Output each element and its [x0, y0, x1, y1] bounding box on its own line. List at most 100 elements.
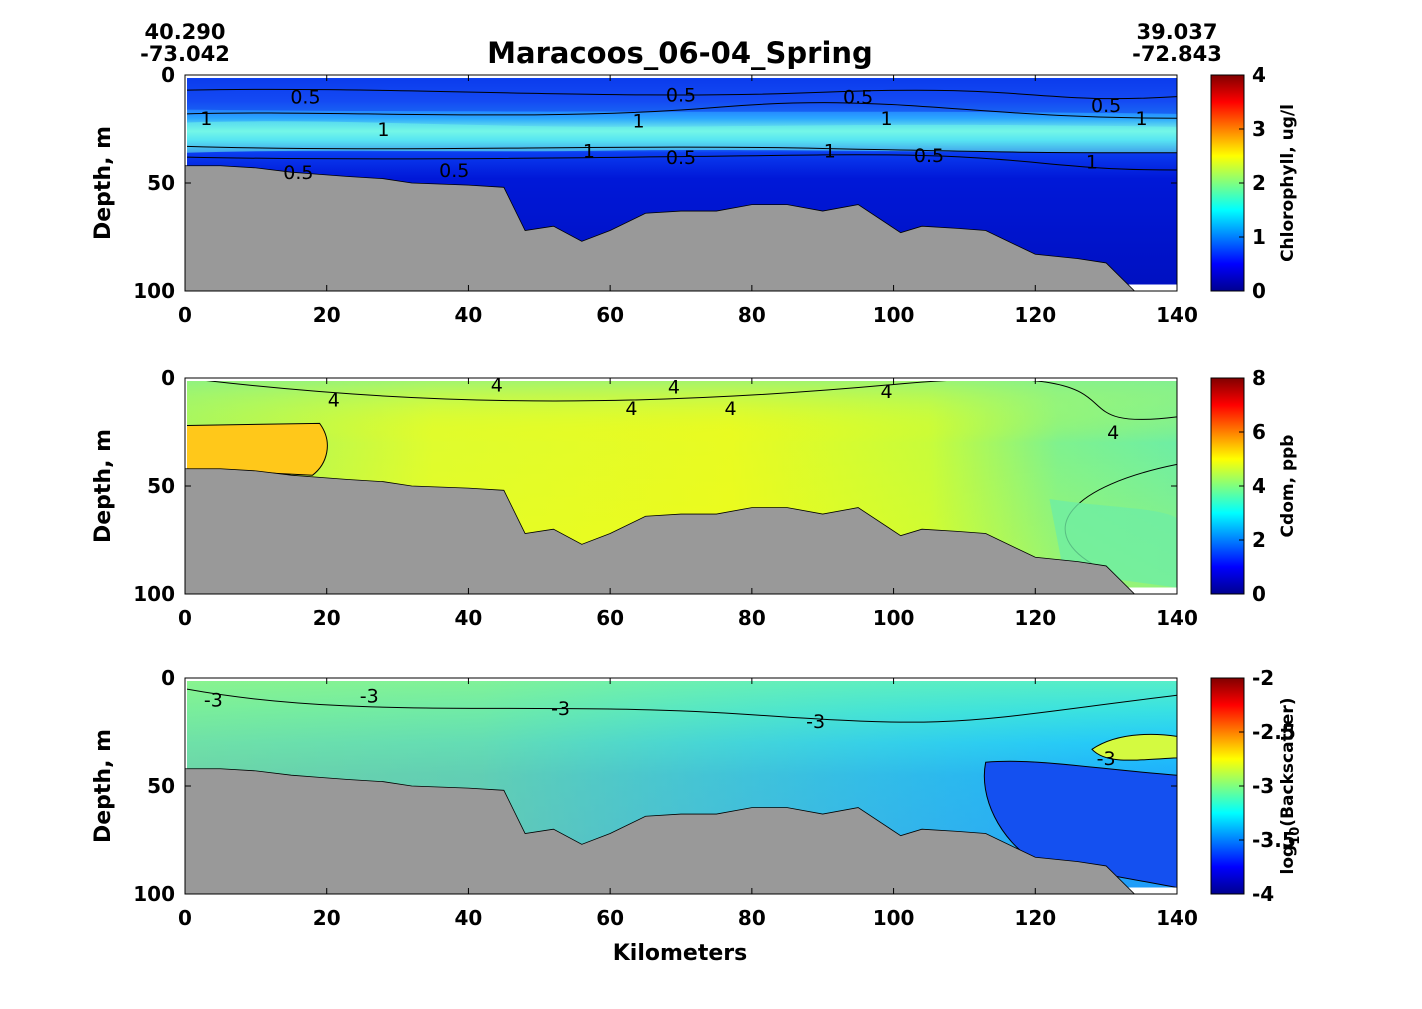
colorbar-tick-label: 0 [1252, 582, 1266, 606]
contour-label: 0.5 [439, 160, 469, 182]
colorbar-label: log10(Backscatter) [1278, 698, 1303, 875]
colorbar-tick-label: 0 [1252, 279, 1266, 303]
contour-label: 1 [583, 141, 595, 163]
contour-label: -3 [204, 690, 223, 712]
colorbar-tick-label: 2 [1252, 528, 1266, 552]
y-tick-label: 50 [147, 774, 175, 798]
contour-label: 0.5 [666, 84, 696, 106]
contour-label: 4 [625, 398, 637, 420]
x-tick-label: 80 [738, 906, 766, 930]
contour-label: 0.5 [666, 147, 696, 169]
y-axis-label: Depth, m [91, 429, 116, 543]
x-tick-label: 140 [1156, 906, 1198, 930]
contour-label: -3 [1097, 748, 1116, 770]
seabed [184, 165, 1136, 292]
colorbar-tick-label: 1 [1252, 225, 1266, 249]
y-tick-label: 100 [133, 279, 175, 303]
y-axis-label: Depth, m [91, 126, 116, 240]
x-tick-label: 20 [313, 303, 341, 327]
y-tick-label: 50 [147, 474, 175, 498]
x-tick-label: 100 [873, 906, 915, 930]
contour-line [187, 154, 1177, 171]
contour-label: 1 [1136, 108, 1148, 130]
y-tick-label: 50 [147, 171, 175, 195]
x-tick-label: 0 [178, 303, 192, 327]
contour-label: 1 [1086, 151, 1098, 173]
x-tick-label: 80 [738, 303, 766, 327]
x-tick-label: 60 [596, 303, 624, 327]
x-tick-label: 60 [596, 906, 624, 930]
contour-label: 1 [632, 110, 644, 132]
start-latitude: 40.290 [144, 20, 225, 44]
colorbar-tick-label: 6 [1252, 420, 1266, 444]
contour-label: 4 [491, 374, 503, 396]
contour-label: 1 [824, 141, 836, 163]
x-tick-label: 120 [1014, 906, 1056, 930]
colorbar-tick-label: 4 [1252, 474, 1266, 498]
colorbar [1210, 74, 1245, 292]
x-tick-label: 40 [455, 906, 483, 930]
contour-line [187, 102, 1177, 119]
contour-label: -3 [360, 685, 379, 707]
contour-line [187, 88, 1177, 100]
surface-low-layer [187, 79, 1177, 114]
chlorophyll-maximum-layer [187, 121, 1177, 153]
colorbar-tick-label: -4 [1252, 882, 1274, 906]
contour-label: 0.5 [914, 145, 944, 167]
y-tick-label: 0 [161, 63, 175, 87]
x-tick-label: 120 [1014, 303, 1056, 327]
x-tick-label: 140 [1156, 303, 1198, 327]
high-cdom-patch [187, 422, 328, 476]
colorbar-tick-label: 8 [1252, 366, 1266, 390]
seabed [184, 768, 1136, 895]
end-latitude: 39.037 [1136, 20, 1217, 44]
x-axis-label: Kilometers [613, 941, 747, 966]
end-longitude: -72.843 [1132, 42, 1222, 66]
x-tick-label: 100 [873, 303, 915, 327]
contour-label: 4 [328, 390, 340, 412]
chlorophyll-panel: 0.5 0.5 0.5 0.51 1 1 1 11 1 10.5 0.50.5 0.50 20 40 60 8… [91, 63, 1298, 327]
contour-label: 1 [880, 108, 892, 130]
figure-title: Maracoos_06-04_Spring [487, 36, 873, 70]
colorbar-tick-label: -3 [1252, 774, 1274, 798]
x-tick-label: 80 [738, 606, 766, 630]
x-tick-label: 20 [313, 606, 341, 630]
contour-label: 1 [200, 108, 212, 130]
contour-label: 4 [725, 398, 737, 420]
colorbar-label: Chlorophyll, ug/l [1278, 104, 1298, 262]
contour-line [206, 381, 1177, 420]
colorbar-tick-label: 4 [1252, 63, 1266, 87]
contour-label: 1 [377, 119, 389, 141]
backscatter-panel: -3 -3 -3 -3 -3 0 20 40 60 80 100 120 140 0 50 100 Depth,… [91, 666, 1303, 930]
contour-label: 0.5 [283, 162, 313, 184]
y-axis-label: Depth, m [91, 729, 116, 843]
contour-label: 4 [668, 377, 680, 399]
y-tick-label: 0 [161, 366, 175, 390]
x-tick-label: 0 [178, 606, 192, 630]
colorbar-tick-label: 2 [1252, 171, 1266, 195]
colorbar-label: Cdom, ppb [1278, 435, 1298, 538]
contour-label: -3 [551, 698, 570, 720]
contour-label: 4 [1107, 422, 1119, 444]
contour-line [187, 688, 1177, 723]
y-tick-label: 0 [161, 666, 175, 690]
x-tick-label: 120 [1014, 606, 1056, 630]
colorbar-tick-label: -3.5 [1252, 828, 1296, 852]
x-tick-label: 140 [1156, 606, 1198, 630]
y-tick-label: 100 [133, 582, 175, 606]
contour-label: 0.5 [1091, 95, 1121, 117]
x-tick-label: 100 [873, 606, 915, 630]
x-tick-label: 40 [455, 303, 483, 327]
x-tick-label: 0 [178, 906, 192, 930]
high-backscatter-patch [1091, 733, 1177, 761]
contour-label: 4 [880, 381, 892, 403]
x-tick-label: 40 [455, 606, 483, 630]
contour-line [187, 145, 1177, 154]
x-tick-label: 60 [596, 606, 624, 630]
colorbar-tick-label: -2 [1252, 666, 1274, 690]
y-tick-label: 100 [133, 882, 175, 906]
colorbar-tick-label: 3 [1252, 117, 1266, 141]
colorbar-tick-label: -2.5 [1252, 720, 1296, 744]
contour-label: 0.5 [843, 87, 873, 109]
